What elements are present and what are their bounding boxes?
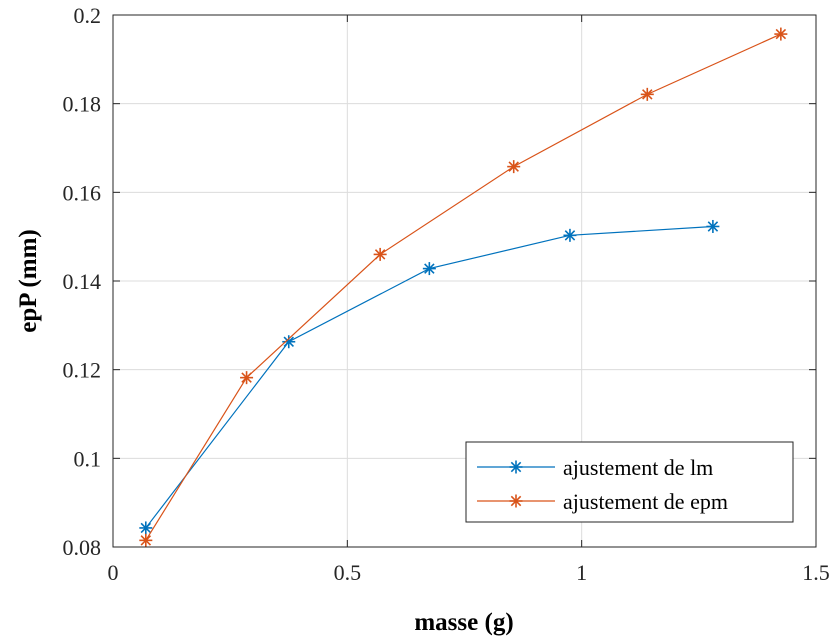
x-tick-label: 0.5 [334, 560, 362, 585]
x-tick-label: 0 [108, 560, 119, 585]
y-tick-label: 0.16 [63, 180, 102, 205]
data-point-series-1 [282, 335, 296, 349]
series-layer [139, 27, 788, 547]
y-tick-label: 0.1 [74, 446, 102, 471]
data-point-series-2 [240, 371, 254, 385]
x-tick-label: 1 [576, 560, 587, 585]
data-point-series-1 [139, 521, 153, 535]
y-tick-label: 0.2 [74, 3, 102, 28]
legend-label-2: ajustement de epm [563, 489, 728, 514]
legend-marker-1 [509, 460, 523, 474]
x-axis-title: masse (g) [414, 609, 513, 636]
x-tick-label: 1.5 [802, 560, 830, 585]
data-point-series-2 [774, 27, 788, 41]
data-point-series-2 [139, 533, 153, 547]
tick-labels: 0 0.5 1 1.5 0.08 0.1 0.12 0.14 0.16 0.18 0.2 [63, 3, 830, 585]
y-tick-label: 0.14 [63, 269, 102, 294]
data-point-series-2 [373, 247, 387, 261]
series-line-2 [145, 33, 782, 541]
y-tick-label: 0.12 [63, 358, 102, 383]
legend-box [465, 441, 794, 523]
y-axis-title: epP (mm) [15, 229, 42, 332]
data-point-series-2 [640, 87, 654, 101]
grid [113, 15, 816, 547]
legend-entries: ajustement de lm ajustement de epm [477, 455, 728, 514]
ticks [112, 14, 817, 548]
data-point-series-1 [422, 262, 436, 276]
data-point-series-2 [507, 160, 521, 174]
legend: ajustement de lm ajustement de epm [465, 441, 794, 523]
data-point-series-1 [706, 219, 720, 233]
y-tick-label: 0.18 [63, 92, 102, 117]
legend-label-1: ajustement de lm [563, 455, 713, 480]
y-tick-label: 0.08 [63, 535, 102, 560]
legend-marker-2 [509, 494, 523, 508]
data-point-series-1 [563, 228, 577, 242]
